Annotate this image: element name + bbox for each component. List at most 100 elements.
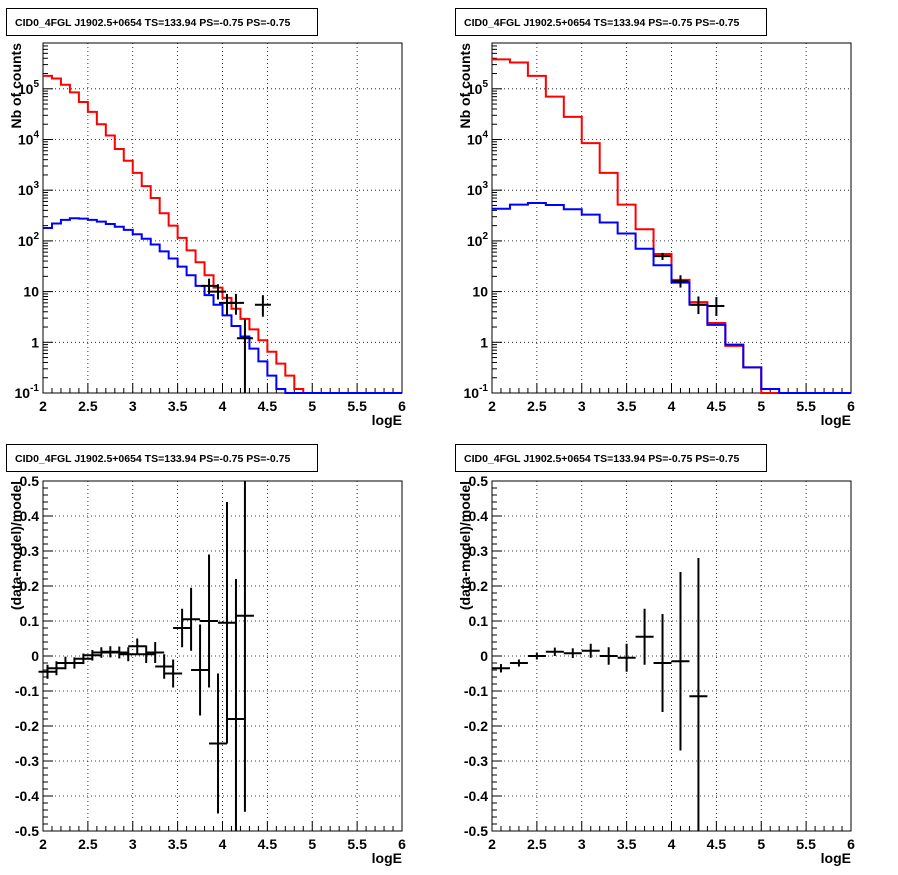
data-points: [201, 278, 271, 393]
x-tick-label: 2: [488, 836, 496, 852]
data-point: [599, 647, 618, 665]
x-tick-label: 4: [219, 836, 227, 852]
data-point: [254, 295, 271, 317]
data-point: [128, 638, 147, 654]
chart-title: CID0_4FGL J1902.5+0654 TS=133.94 PS=-0.7…: [15, 17, 290, 29]
data-point: [672, 275, 689, 288]
x-tick-label: 5: [757, 836, 765, 852]
x-tick-label: 3: [578, 398, 586, 414]
y-axis-label: (data-model)/model: [8, 481, 24, 610]
data-point: [146, 642, 165, 663]
x-tick-label: 6: [847, 836, 855, 852]
x-axis-label: logE: [821, 850, 851, 866]
x-tick-label: 6: [847, 398, 855, 414]
title-frame: [455, 444, 767, 472]
data-point: [235, 481, 254, 812]
y-axis-label: Nb of counts: [8, 43, 24, 129]
y-tick-label: 1: [31, 334, 39, 350]
data-point: [527, 652, 546, 660]
data-point: [581, 643, 600, 658]
data-point: [191, 624, 210, 716]
y-tick-label: 0.1: [20, 613, 40, 629]
data-point: [509, 659, 528, 667]
histogram-series-1: [492, 58, 851, 394]
x-tick-label: 2.5: [527, 836, 547, 852]
chart-title: CID0_4FGL J1902.5+0654 TS=133.94 PS=-0.7…: [464, 17, 739, 29]
data-point: [654, 252, 671, 260]
chart-panel-2: CID0_4FGL J1902.5+0654 TS=133.94 PS=-0.7…: [455, 8, 855, 428]
x-tick-label: 3: [129, 398, 137, 414]
y-tick-label: 103: [467, 180, 489, 198]
y-tick-label: 0.5: [20, 473, 40, 489]
y-tick-label: 0.4: [20, 508, 40, 524]
data-point: [491, 664, 510, 673]
x-axis-label: logE: [821, 412, 851, 428]
y-tick-label: -0.3: [15, 753, 39, 769]
data-point: [217, 502, 236, 744]
y-tick-label: 0.3: [469, 543, 489, 559]
data-point: [227, 293, 244, 315]
data-point: [200, 554, 219, 688]
chart-title-box: CID0_4FGL J1902.5+0654 TS=133.94 PS=-0.7…: [6, 444, 318, 472]
x-tick-label: 3.5: [168, 398, 188, 414]
data-point: [201, 278, 218, 294]
data-point: [671, 572, 690, 751]
y-ticks: [43, 480, 53, 832]
x-tick-label: 6: [398, 836, 406, 852]
x-tick-label: 4: [668, 836, 676, 852]
y-tick-label: 10: [472, 284, 488, 300]
data-point: [545, 647, 564, 656]
y-tick-label: 0: [480, 648, 488, 664]
y-tick-label: 10: [23, 284, 39, 300]
x-tick-label: 4.5: [707, 398, 727, 414]
x-tick-label: 6: [398, 398, 406, 414]
y-tick-label: 1: [480, 334, 488, 350]
y-tick-label: 0.2: [20, 578, 40, 594]
data-points: [38, 481, 254, 831]
chart-panel-1: CID0_4FGL J1902.5+0654 TS=133.94 PS=-0.7…: [6, 8, 406, 428]
x-tick-label: 4: [668, 398, 676, 414]
x-tick-label: 2: [488, 398, 496, 414]
chart-title-box: CID0_4FGL J1902.5+0654 TS=133.94 PS=-0.7…: [6, 8, 318, 36]
x-tick-label: 3: [578, 836, 586, 852]
y-tick-label: -0.3: [464, 753, 488, 769]
y-tick-label: 0.3: [20, 543, 40, 559]
data-point: [119, 647, 138, 662]
y-tick-label: 105: [467, 79, 489, 97]
x-tick-label: 3.5: [617, 398, 637, 414]
x-tick-label: 5.5: [796, 398, 816, 414]
chart-panel-3: CID0_4FGL J1902.5+0654 TS=133.94 PS=-0.7…: [6, 444, 406, 866]
y-tick-label: 102: [467, 231, 489, 249]
y-tick-label: 10-1: [464, 383, 489, 401]
y-tick-label: 103: [18, 180, 40, 198]
y-tick-label: 104: [467, 129, 489, 147]
chart-title-box: CID0_4FGL J1902.5+0654 TS=133.94 PS=-0.7…: [455, 444, 767, 472]
title-frame: [455, 8, 767, 36]
x-tick-label: 4.5: [258, 398, 278, 414]
x-tick-label: 2: [39, 398, 47, 414]
x-tick-label: 5.5: [796, 836, 816, 852]
y-tick-label: -0.1: [464, 683, 488, 699]
y-tick-label: 102: [18, 231, 40, 249]
data-points: [654, 252, 725, 317]
data-point: [635, 608, 654, 665]
data-point: [110, 646, 129, 659]
y-axis-label: Nb of counts: [457, 43, 473, 129]
x-tick-label: 2.5: [527, 398, 547, 414]
x-axis-label: logE: [372, 412, 402, 428]
data-point: [653, 614, 672, 712]
title-frame: [6, 8, 318, 36]
title-frame: [6, 444, 318, 472]
y-tick-label: -0.5: [15, 823, 39, 839]
x-ticks: [42, 383, 403, 393]
x-tick-label: 5: [308, 836, 316, 852]
x-tick-label: 5: [308, 398, 316, 414]
x-tick-label: 4: [219, 398, 227, 414]
data-point: [38, 664, 57, 679]
data-point: [210, 284, 227, 300]
y-tick-label: -0.2: [15, 718, 39, 734]
x-tick-label: 2: [39, 836, 47, 852]
x-tick-label: 4.5: [258, 836, 278, 852]
data-point: [226, 579, 245, 831]
